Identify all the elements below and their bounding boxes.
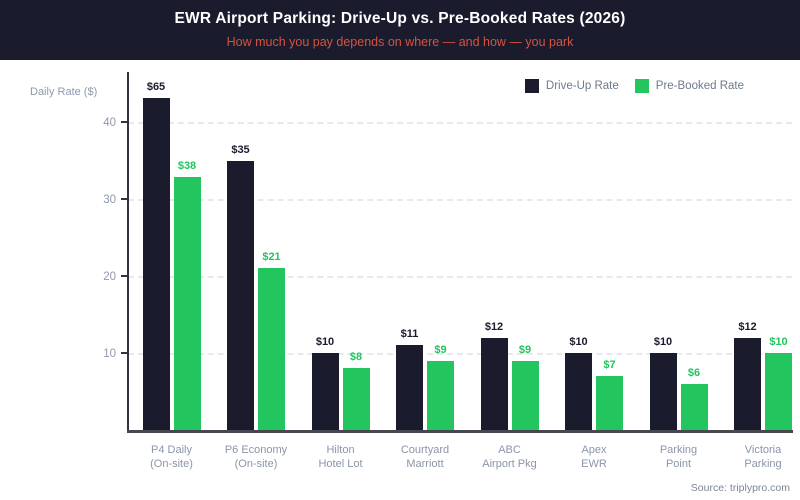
driveup-value-label-3: $11 [400,328,419,341]
driveup-bar-2 [311,353,339,430]
y-tick-label-30: 30 [103,194,116,206]
legend-label: Drive-Up Rate [545,80,619,92]
driveup-value-label-0: $65 [146,81,166,94]
gridline-30 [128,199,792,201]
prebooked-value-label-6: $6 [687,366,701,379]
prebooked-value-label-1: $21 [262,251,281,264]
driveup-bar-0 [142,98,170,430]
x-category-label-0: P4 Daily (On-site) [150,444,193,470]
prebooked-value-label-2: $8 [349,351,363,364]
prebooked-bar-0 [173,176,201,430]
x-category-label-5: Apex EWR [581,444,607,470]
y-tick-mark-30 [121,198,127,200]
prebooked-bar-3 [427,360,454,430]
y-tick-mark-20 [121,275,127,277]
x-category-label-1: P6 Economy (On-site) [224,444,288,470]
x-category-label-2: Hilton Hotel Lot [318,444,363,470]
legend-swatch-prebooked [634,79,649,93]
legend-item-prebooked: Pre-Booked Rate [634,79,744,93]
prebooked-bar-7 [765,353,792,430]
y-tick-label-20: 20 [103,271,116,283]
prebooked-bar-5 [596,376,623,430]
x-category-label-6: Parking Point [659,444,698,470]
driveup-bar-4 [480,337,508,430]
chart-title: EWR Airport Parking: Drive-Up vs. Pre-Bo… [174,10,626,27]
prebooked-bar-2 [342,368,370,430]
driveup-bar-5 [565,353,592,430]
source-credit: Source: triplypro.com [690,482,790,494]
driveup-bar-1 [227,160,254,430]
driveup-value-label-7: $12 [738,320,757,333]
legend-swatch-driveup [524,79,539,93]
driveup-value-label-5: $10 [569,336,588,348]
prebooked-bar-6 [680,383,708,430]
prebooked-value-label-5: $7 [603,359,616,372]
prebooked-bar-1 [258,268,285,430]
driveup-bar-7 [734,337,761,430]
legend-item-driveup: Drive-Up Rate [524,79,619,93]
prebooked-value-label-3: $9 [434,343,447,356]
prebooked-value-label-4: $9 [518,343,532,356]
driveup-value-label-2: $10 [315,336,335,348]
header: EWR Airport Parking: Drive-Up vs. Pre-Bo… [0,0,800,60]
driveup-value-label-6: $10 [653,336,673,348]
driveup-value-label-1: $35 [231,143,250,156]
x-category-label-4: ABC Airport Pkg [482,444,537,470]
y-axis-label: Daily Rate ($) [30,86,98,98]
y-tick-mark-10 [121,352,127,354]
x-category-label-3: Courtyard Marriott [400,444,450,470]
prebooked-bar-4 [511,360,539,430]
gridline-20 [128,276,792,278]
y-tick-label-10: 10 [103,348,116,360]
prebooked-value-label-7: $10 [769,336,788,348]
x-category-label-7: Victoria Parking [744,444,782,470]
gridline-10 [128,353,792,355]
prebooked-value-label-0: $38 [177,159,197,172]
chart-subtitle: How much you pay depends on where — and … [226,35,574,49]
driveup-bar-6 [649,353,677,430]
y-axis-line [127,72,129,432]
driveup-value-label-4: $12 [484,320,504,333]
driveup-bar-3 [396,345,423,430]
y-tick-label-40: 40 [103,117,116,129]
x-axis-line [127,430,793,433]
legend-label: Pre-Booked Rate [655,80,744,92]
gridline-40 [128,122,792,124]
legend: Drive-Up Rate Pre-Booked Rate [524,79,744,93]
y-tick-mark-40 [121,121,127,123]
